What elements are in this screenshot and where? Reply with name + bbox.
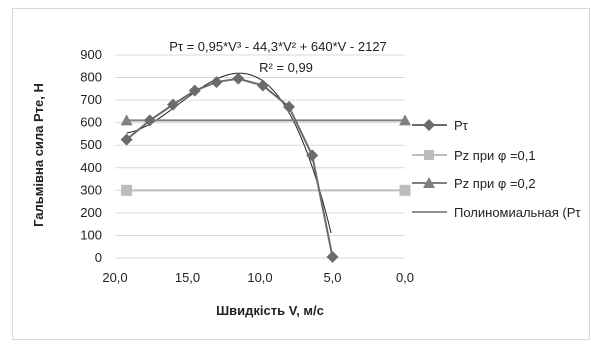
y-tick-label: 900 (80, 47, 102, 62)
y-tick-labels: 0 100 200 300 400 500 600 700 800 900 (80, 47, 102, 265)
y-tick-label: 800 (80, 70, 102, 85)
data-point-triangle (120, 114, 133, 126)
y-tick-label: 300 (80, 182, 102, 197)
r-squared-annotation: R² = 0,99 (259, 60, 313, 75)
data-point-diamond (283, 100, 295, 113)
y-tick-label: 400 (80, 160, 102, 175)
plot-area (120, 72, 411, 263)
data-point-diamond (232, 72, 245, 85)
y-tick-label: 200 (80, 205, 102, 220)
x-tick-label: 10,0 (247, 270, 272, 285)
legend: Pτ Pz при φ =0,1 Pz при φ =0,2 Полиномиа… (412, 118, 581, 220)
series-line-pt (125, 77, 334, 258)
x-tick-label: 5,0 (323, 270, 341, 285)
data-point-diamond (326, 250, 339, 263)
legend-label-pz-02: Pz при φ =0,2 (454, 176, 536, 191)
data-point-diamond (210, 76, 223, 89)
data-point-square (121, 184, 133, 196)
x-tick-label: 15,0 (175, 270, 200, 285)
legend-marker-triangle (423, 177, 435, 188)
legend-marker-diamond (423, 119, 435, 131)
data-point-triangle (399, 114, 411, 126)
data-point-square (399, 184, 411, 196)
y-tick-label: 100 (80, 227, 102, 242)
chart-frame (12, 8, 590, 340)
x-tick-label: 0,0 (396, 270, 414, 285)
y-tick-label: 500 (80, 137, 102, 152)
y-tick-label: 0 (95, 250, 102, 265)
data-point-diamond (188, 84, 201, 97)
trendline (126, 72, 332, 234)
legend-label-pz-01: Pz при φ =0,1 (454, 148, 536, 163)
equation-annotation: Pτ = 0,95*V³ - 44,3*V² + 640*V - 2127 (169, 39, 387, 54)
x-axis-title: Швидкість V, м/с (216, 303, 324, 318)
x-tick-label: 20,0 (102, 270, 127, 285)
data-point-diamond (167, 98, 179, 111)
y-axis-title: Гальмівна сила Рте, Н (31, 83, 46, 227)
y-tick-label: 700 (80, 92, 102, 107)
x-tick-labels: 20,0 15,0 10,0 5,0 0,0 (102, 270, 414, 285)
y-tick-label: 600 (80, 115, 102, 130)
legend-label-pt: Pτ (454, 118, 469, 133)
data-point-diamond (143, 114, 156, 127)
data-point-diamond (120, 133, 133, 146)
data-point-diamond (306, 149, 319, 162)
data-point-diamond (256, 79, 269, 92)
legend-label-trendline: Полиномиальная (Pτ (454, 205, 581, 220)
legend-marker-square (424, 150, 434, 160)
